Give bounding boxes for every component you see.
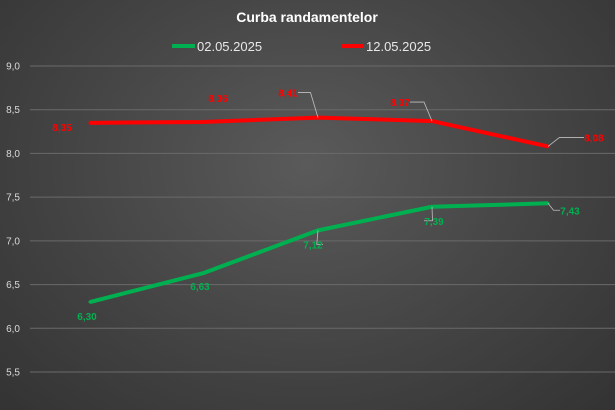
y-tick-label: 5,5 xyxy=(6,368,20,379)
legend-label-series-1: 02.05.2025 xyxy=(197,39,262,54)
label-leader-line xyxy=(410,101,433,122)
label-leader-line xyxy=(424,206,433,222)
y-tick-label: 7,0 xyxy=(6,236,20,247)
y-tick-label: 6,5 xyxy=(6,280,20,291)
label-leader-line xyxy=(547,203,560,211)
series-line-1 xyxy=(89,201,549,304)
data-label: 7,43 xyxy=(560,206,580,217)
data-label: 6,30 xyxy=(77,312,97,323)
label-leader-line xyxy=(316,230,323,245)
data-label: 8,35 xyxy=(52,123,72,134)
chart-title: Curba randamentelor xyxy=(236,9,378,25)
y-tick-label: 9,0 xyxy=(6,62,20,73)
y-tick-label: 7,5 xyxy=(6,193,20,204)
data-label: 7,39 xyxy=(424,217,444,228)
data-label: 6,63 xyxy=(190,282,210,293)
data-label: 7,12 xyxy=(303,240,323,251)
data-point xyxy=(201,120,205,124)
y-tick-label: 8,5 xyxy=(6,105,20,116)
y-tick-label: 8,0 xyxy=(6,149,20,160)
data-point xyxy=(201,271,205,275)
label-leader-line xyxy=(298,92,319,118)
data-point xyxy=(88,300,92,304)
data-label: 8,36 xyxy=(208,94,228,105)
data-label: 8,41 xyxy=(278,89,298,100)
legend-label-series-2: 12.05.2025 xyxy=(366,39,431,54)
series-line-2 xyxy=(89,115,549,149)
data-point xyxy=(88,121,92,125)
data-label: 8,08 xyxy=(584,133,604,144)
y-tick-label: 6,0 xyxy=(6,324,20,335)
label-leader-line xyxy=(547,137,584,147)
data-label: 8,37 xyxy=(390,98,410,109)
